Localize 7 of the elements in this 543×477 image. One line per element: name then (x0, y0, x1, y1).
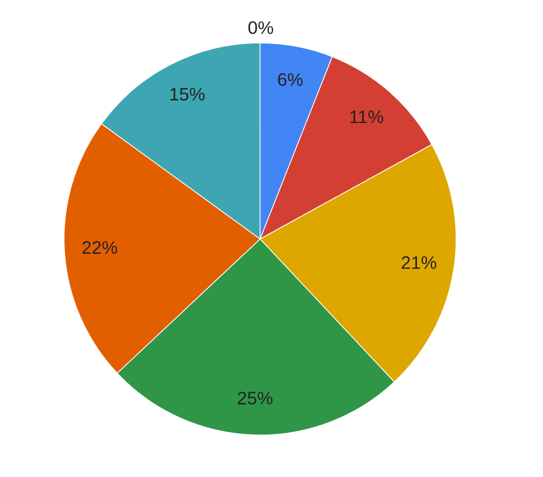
data-label: 22% (82, 241, 118, 254)
data-label: 15% (170, 88, 205, 101)
data-label: 11% (350, 110, 384, 124)
data-label: 21% (402, 256, 436, 269)
text: 0% (248, 21, 274, 34)
data-label: 6% (278, 73, 303, 86)
data-label: 25% (238, 392, 272, 405)
